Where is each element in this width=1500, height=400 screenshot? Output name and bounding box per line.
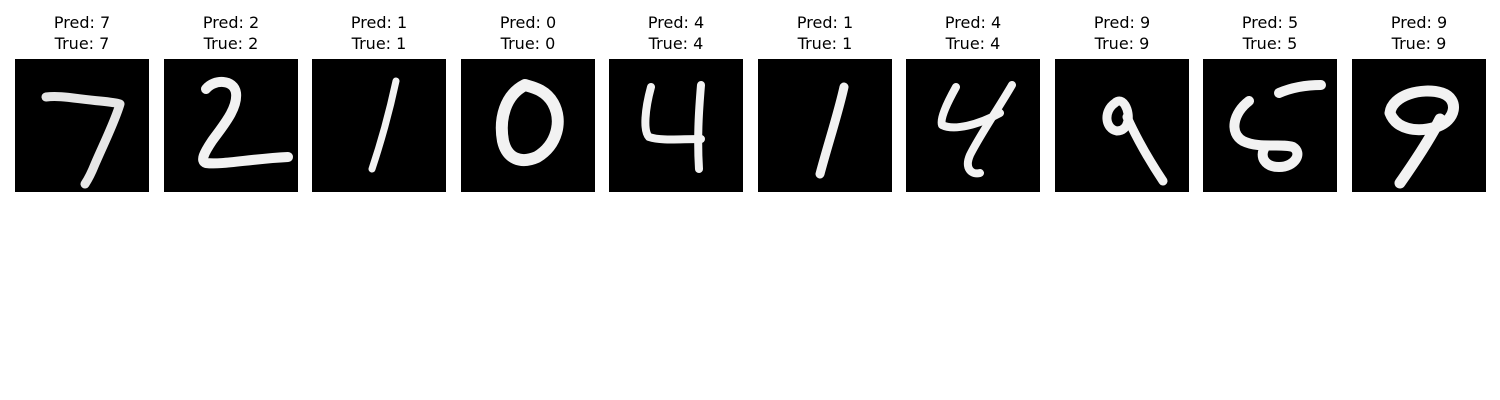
pred-label: Pred: 4 xyxy=(944,13,1002,32)
sample-panel-4: Pred: 4 True: 4 xyxy=(609,0,743,200)
true-label: True: 4 xyxy=(945,34,1001,53)
sample-panel-6: Pred: 4 True: 4 xyxy=(906,0,1040,200)
sample-panel-8: Pred: 5 True: 5 xyxy=(1203,0,1337,200)
digit-5-icon xyxy=(1203,59,1337,192)
digit-9-icon xyxy=(1352,59,1486,192)
digit-4-icon xyxy=(906,59,1040,192)
pred-label: Pred: 2 xyxy=(202,13,260,32)
true-label: True: 1 xyxy=(351,34,407,53)
pred-label: Pred: 9 xyxy=(1093,13,1151,32)
true-label: True: 2 xyxy=(203,34,259,53)
digit-9-icon xyxy=(1055,59,1189,192)
sample-panel-5: Pred: 1 True: 1 xyxy=(758,0,892,200)
pred-label: Pred: 1 xyxy=(350,13,408,32)
true-label: True: 7 xyxy=(54,34,110,53)
pred-label: Pred: 0 xyxy=(499,13,557,32)
sample-panel-0: Pred: 7 True: 7 xyxy=(15,0,149,200)
pred-label: Pred: 9 xyxy=(1390,13,1448,32)
true-label: True: 9 xyxy=(1391,34,1447,53)
digit-1-icon xyxy=(758,59,892,192)
pred-label: Pred: 5 xyxy=(1241,13,1299,32)
true-label: True: 5 xyxy=(1242,34,1298,53)
digit-4-icon xyxy=(609,59,743,192)
true-label: True: 4 xyxy=(648,34,704,53)
sample-panel-9: Pred: 9 True: 9 xyxy=(1352,0,1486,200)
sample-panel-1: Pred: 2 True: 2 xyxy=(164,0,298,200)
true-label: True: 0 xyxy=(500,34,556,53)
pred-label: Pred: 1 xyxy=(796,13,854,32)
sample-panel-2: Pred: 1 True: 1 xyxy=(312,0,446,200)
pred-label: Pred: 4 xyxy=(647,13,705,32)
digit-7-icon xyxy=(15,59,149,192)
digit-2-icon xyxy=(164,59,298,192)
sample-panel-7: Pred: 9 True: 9 xyxy=(1055,0,1189,200)
true-label: True: 1 xyxy=(797,34,853,53)
digit-1-icon xyxy=(312,59,446,192)
true-label: True: 9 xyxy=(1094,34,1150,53)
pred-label: Pred: 7 xyxy=(53,13,111,32)
digit-0-icon xyxy=(461,59,595,192)
sample-panel-3: Pred: 0 True: 0 xyxy=(461,0,595,200)
